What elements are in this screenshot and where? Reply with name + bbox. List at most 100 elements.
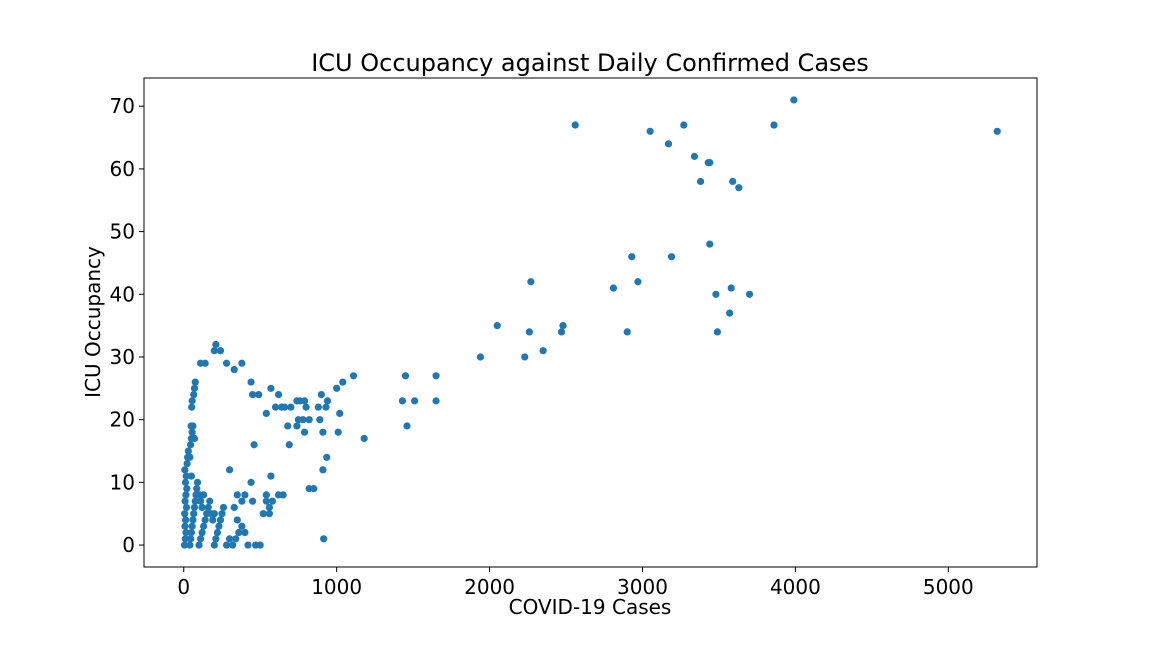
data-point (190, 503, 199, 512)
data-point (493, 322, 501, 330)
data-point (706, 159, 714, 167)
data-point (193, 478, 202, 486)
data-point (727, 284, 735, 292)
data-point (250, 441, 258, 449)
data-point (238, 497, 246, 505)
data-point (314, 403, 322, 411)
data-point (189, 516, 197, 524)
data-point (527, 278, 535, 286)
data-point (525, 328, 533, 336)
y-axis-label: ICU Occupancy (81, 246, 105, 398)
data-point (302, 403, 310, 411)
data-point (188, 397, 196, 405)
data-point (218, 510, 226, 518)
data-point (229, 541, 237, 549)
data-point (247, 378, 255, 386)
data-point (195, 541, 203, 549)
data-point (265, 510, 273, 518)
data-point (706, 240, 714, 248)
data-point (232, 535, 240, 543)
x-tick-label: 2000 (464, 575, 515, 599)
data-point (210, 541, 218, 549)
x-tick-label: 1000 (311, 575, 362, 599)
data-point (181, 478, 190, 486)
data-point (198, 503, 206, 512)
data-point (230, 365, 238, 374)
data-point (182, 491, 190, 499)
data-point (183, 459, 191, 468)
data-point (210, 347, 218, 355)
data-point (200, 491, 208, 499)
data-point (188, 403, 196, 411)
x-axis-label: COVID-19 Cases (509, 595, 672, 619)
data-point (476, 353, 484, 361)
data-point (238, 522, 246, 530)
plot-frame (143, 77, 1038, 568)
y-tick-label: 10 (110, 470, 135, 494)
data-point (222, 359, 231, 367)
data-point (248, 497, 257, 505)
data-point (770, 121, 778, 129)
data-point (262, 491, 270, 499)
y-tick-label: 70 (110, 94, 135, 118)
data-point (255, 391, 263, 399)
data-point (334, 428, 342, 436)
data-point (349, 372, 358, 380)
data-point (323, 397, 332, 405)
data-point (226, 535, 234, 543)
data-point (198, 528, 206, 537)
data-point (183, 485, 191, 493)
data-point (190, 510, 198, 518)
data-point (189, 422, 197, 430)
data-point (193, 485, 201, 493)
data-point (187, 535, 195, 543)
data-point (726, 309, 734, 317)
x-tick-label: 3000 (617, 575, 668, 599)
data-point (690, 152, 699, 160)
data-point (212, 340, 220, 349)
data-point (186, 541, 194, 549)
data-point (339, 378, 347, 386)
data-point (188, 428, 196, 436)
data-point (216, 347, 225, 355)
data-point (206, 497, 214, 505)
data-point (181, 522, 189, 530)
y-tick-label: 40 (110, 282, 135, 306)
data-point (187, 441, 195, 449)
data-point (212, 535, 220, 543)
data-point (191, 497, 199, 505)
x-tick-label: 5000 (923, 575, 974, 599)
data-point (268, 497, 277, 505)
data-point (238, 359, 246, 367)
data-point (411, 397, 419, 405)
data-point (256, 541, 264, 549)
data-point (628, 253, 636, 261)
data-point (360, 434, 368, 443)
data-point (248, 391, 257, 399)
data-point (432, 372, 440, 380)
y-tick-label: 20 (110, 408, 135, 432)
data-point (609, 284, 618, 292)
data-point (235, 528, 243, 537)
data-point (664, 140, 673, 148)
data-point (539, 347, 547, 355)
data-point (317, 391, 325, 399)
data-point (322, 403, 330, 411)
points-layer (180, 96, 1001, 549)
data-point (213, 528, 221, 537)
data-point (233, 516, 241, 524)
data-point (204, 503, 212, 512)
data-point (267, 384, 275, 392)
data-point (697, 177, 705, 186)
data-point (226, 466, 234, 474)
data-point (182, 503, 191, 512)
data-point (285, 441, 293, 449)
y-tick-label: 50 (110, 220, 135, 244)
data-point (521, 353, 529, 361)
data-point (432, 397, 440, 405)
data-point (712, 290, 720, 298)
data-point (281, 403, 289, 411)
data-point (403, 422, 411, 430)
data-point (299, 416, 307, 424)
